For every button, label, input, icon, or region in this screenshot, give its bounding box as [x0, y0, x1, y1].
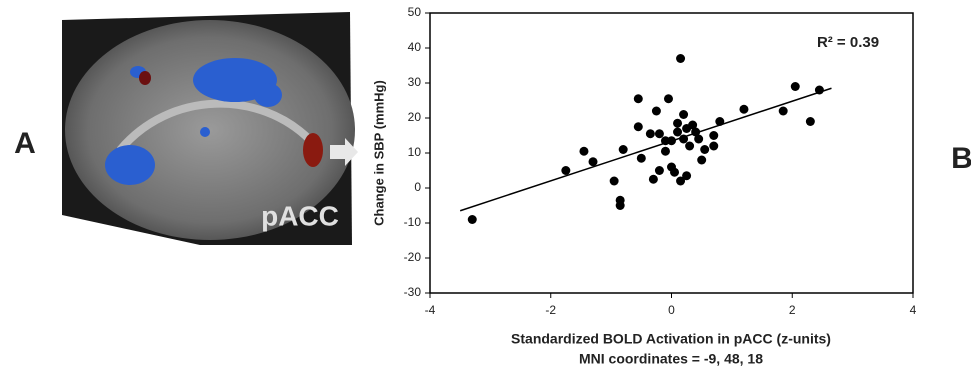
- figure: pACC A B R² = 0.39 Change in SBP (mmHg) …: [0, 0, 971, 373]
- point: [694, 135, 703, 144]
- y-tick-label: -30: [404, 285, 422, 299]
- point: [655, 166, 664, 175]
- brain-image: pACC: [62, 12, 358, 245]
- y-tick-label: 40: [408, 40, 422, 54]
- x-axis-label: Standardized BOLD Activation in pACC (z-…: [511, 331, 831, 347]
- point: [616, 201, 625, 210]
- y-tick-label: 0: [414, 180, 421, 194]
- point: [670, 168, 679, 177]
- point: [667, 136, 676, 145]
- y-tick-label: 10: [408, 145, 422, 159]
- image-label: pACC: [261, 200, 339, 231]
- point: [685, 142, 694, 151]
- point: [619, 145, 628, 154]
- point: [649, 175, 658, 184]
- point: [679, 110, 688, 119]
- y-tick-label: -20: [404, 250, 422, 264]
- point: [679, 135, 688, 144]
- point: [655, 129, 664, 138]
- plot-frame: [430, 13, 913, 293]
- point: [673, 119, 682, 128]
- point: [637, 154, 646, 163]
- point: [579, 147, 588, 156]
- point: [673, 128, 682, 137]
- point: [676, 54, 685, 63]
- y-tick-label: -10: [404, 215, 422, 229]
- x-tick-label: 2: [789, 303, 796, 317]
- point: [661, 147, 670, 156]
- point: [646, 129, 655, 138]
- point: [709, 131, 718, 140]
- point: [561, 166, 570, 175]
- point: [700, 145, 709, 154]
- trendline: [460, 88, 831, 211]
- point: [664, 94, 673, 103]
- point: [791, 82, 800, 91]
- point: [779, 107, 788, 116]
- point: [589, 157, 598, 166]
- point: [634, 122, 643, 131]
- panel-label: A: [14, 127, 36, 160]
- point: [682, 171, 691, 180]
- panel-label: B: [951, 142, 971, 175]
- annotation: R² = 0.39: [817, 34, 879, 51]
- point: [652, 107, 661, 116]
- x-tick-label: 0: [668, 303, 675, 317]
- point: [697, 156, 706, 165]
- point: [806, 117, 815, 126]
- y-tick-label: 30: [408, 75, 422, 89]
- point: [709, 142, 718, 151]
- point: [610, 177, 619, 186]
- x-tick-label: -4: [425, 303, 436, 317]
- x-axis-label: MNI coordinates = -9, 48, 18: [579, 351, 763, 367]
- point: [634, 94, 643, 103]
- x-tick-label: 4: [910, 303, 917, 317]
- point: [715, 117, 724, 126]
- x-tick-label: -2: [545, 303, 556, 317]
- point: [468, 215, 477, 224]
- point: [739, 105, 748, 114]
- point: [815, 86, 824, 95]
- y-tick-label: 20: [408, 110, 422, 124]
- y-tick-label: 50: [408, 5, 422, 19]
- y-axis-label: Change in SBP (mmHg): [371, 80, 386, 226]
